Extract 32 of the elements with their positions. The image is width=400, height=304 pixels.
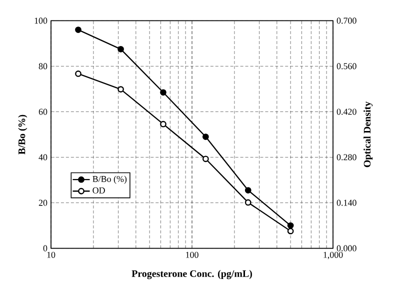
x-axis-title: Progesterone Conc. (pg/mL) (132, 270, 252, 280)
y2-tick-label: 0.000 (336, 245, 356, 252)
legend-label: OD (92, 187, 105, 194)
y-tick-label: 100 (34, 18, 48, 24)
y2-tick-label: 0.280 (336, 154, 356, 160)
y2-tick-label: 0.700 (336, 18, 356, 24)
point (118, 86, 124, 92)
x-tick-label: 100 (186, 252, 198, 258)
y-axis-title: B/Bo (%) (18, 114, 28, 154)
point (244, 199, 252, 206)
y2-tick-label: 0.560 (336, 63, 356, 70)
y-tick-label: 60 (38, 108, 48, 115)
y-tick-label: 0 (43, 245, 48, 252)
point (118, 46, 124, 52)
y-tick-label: 80 (38, 63, 48, 70)
y-tick-label: 20 (38, 200, 48, 206)
y2-tick-label: 0.140 (336, 200, 356, 206)
point (160, 89, 166, 96)
point (244, 187, 252, 194)
point (75, 70, 82, 77)
point (160, 120, 166, 128)
x-tick-label: 1,000 (324, 252, 343, 260)
legend-label: B/Bo (%) (92, 176, 127, 184)
point (202, 156, 209, 162)
y2-tick-label: 0.420 (336, 108, 356, 115)
point (287, 228, 294, 234)
y2-axis-title: Optical Density (364, 102, 373, 168)
point (287, 222, 294, 229)
y-tick-label: 40 (38, 154, 48, 160)
point (75, 26, 82, 33)
point (202, 134, 209, 140)
x-tick-label: 10 (47, 252, 56, 258)
